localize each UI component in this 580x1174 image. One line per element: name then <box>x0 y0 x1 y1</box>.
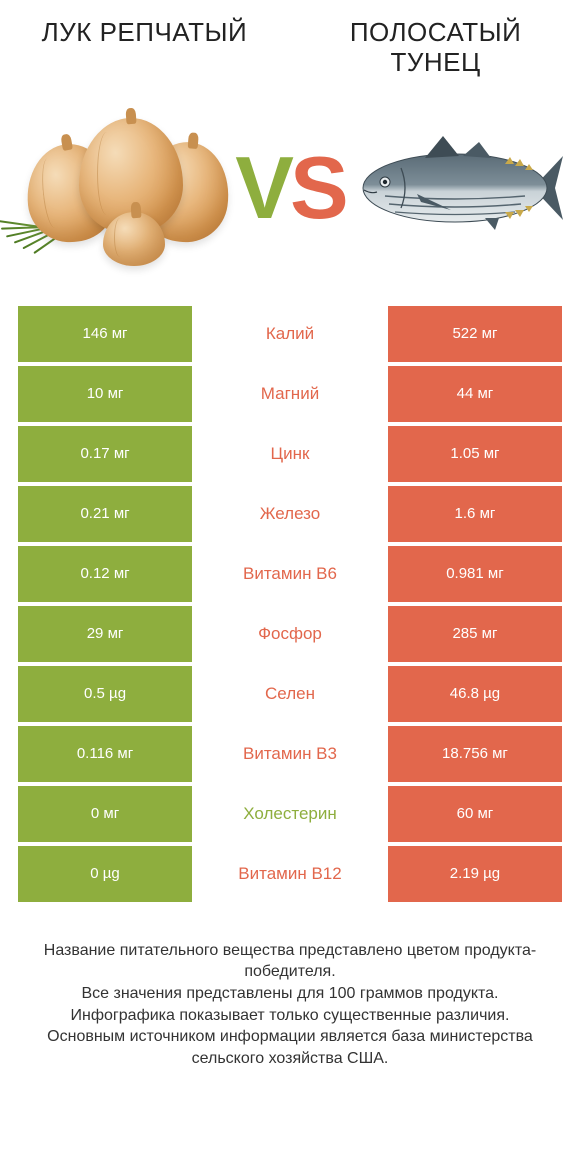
nutrient-table: 146 мгКалий522 мг10 мгМагний44 мг0.17 мг… <box>0 306 580 902</box>
left-product-image <box>18 103 223 273</box>
nutrient-row: 0.21 мгЖелезо1.6 мг <box>18 486 562 542</box>
right-value: 60 мг <box>388 786 562 842</box>
footer-line: Основным источником информации является … <box>28 1026 552 1069</box>
nutrient-label: Витамин B12 <box>192 846 388 902</box>
left-value: 0 µg <box>18 846 192 902</box>
left-value: 0.17 мг <box>18 426 192 482</box>
nutrient-label: Витамин B6 <box>192 546 388 602</box>
nutrient-row: 0.12 мгВитамин B60.981 мг <box>18 546 562 602</box>
nutrient-row: 146 мгКалий522 мг <box>18 306 562 362</box>
nutrient-row: 29 мгФосфор285 мг <box>18 606 562 662</box>
nutrient-label: Витамин B3 <box>192 726 388 782</box>
left-value: 146 мг <box>18 306 192 362</box>
vs-v: V <box>235 138 290 237</box>
nutrient-label: Цинк <box>192 426 388 482</box>
nutrient-row: 0 мгХолестерин60 мг <box>18 786 562 842</box>
nutrient-label: Железо <box>192 486 388 542</box>
right-value: 44 мг <box>388 366 562 422</box>
right-value: 0.981 мг <box>388 546 562 602</box>
left-value: 10 мг <box>18 366 192 422</box>
right-value: 285 мг <box>388 606 562 662</box>
right-value: 1.6 мг <box>388 486 562 542</box>
header: ЛУК РЕПЧАТЫЙ ПОЛОСАТЫЙ ТУНЕЦ <box>0 0 580 86</box>
left-value: 0.116 мг <box>18 726 192 782</box>
nutrient-row: 0 µgВитамин B122.19 µg <box>18 846 562 902</box>
right-value: 522 мг <box>388 306 562 362</box>
onion-illustration <box>21 108 221 268</box>
images-row: VS <box>0 86 580 306</box>
footer-line: Все значения представлены для 100 граммо… <box>28 983 552 1005</box>
nutrient-label: Фосфор <box>192 606 388 662</box>
right-value: 46.8 µg <box>388 666 562 722</box>
right-value: 1.05 мг <box>388 426 562 482</box>
nutrient-label: Магний <box>192 366 388 422</box>
nutrient-label: Селен <box>192 666 388 722</box>
left-value: 0.21 мг <box>18 486 192 542</box>
nutrient-label: Калий <box>192 306 388 362</box>
nutrient-row: 0.116 мгВитамин B318.756 мг <box>18 726 562 782</box>
left-value: 0.12 мг <box>18 546 192 602</box>
footer-line: Инфографика показывает только существенн… <box>28 1005 552 1027</box>
right-value: 18.756 мг <box>388 726 562 782</box>
right-product-image <box>357 103 562 273</box>
tuna-illustration <box>355 128 565 248</box>
nutrient-row: 0.17 мгЦинк1.05 мг <box>18 426 562 482</box>
left-value: 0 мг <box>18 786 192 842</box>
left-value: 29 мг <box>18 606 192 662</box>
left-value: 0.5 µg <box>18 666 192 722</box>
nutrient-row: 0.5 µgСелен46.8 µg <box>18 666 562 722</box>
nutrient-row: 10 мгМагний44 мг <box>18 366 562 422</box>
vs-s: S <box>290 138 345 237</box>
nutrient-label: Холестерин <box>192 786 388 842</box>
left-product-title: ЛУК РЕПЧАТЫЙ <box>30 18 259 78</box>
right-value: 2.19 µg <box>388 846 562 902</box>
footer-line: Название питательного вещества представл… <box>28 940 552 983</box>
right-product-title: ПОЛОСАТЫЙ ТУНЕЦ <box>321 18 550 78</box>
footer-notes: Название питательного вещества представл… <box>0 906 580 1070</box>
vs-label: VS <box>235 144 344 232</box>
